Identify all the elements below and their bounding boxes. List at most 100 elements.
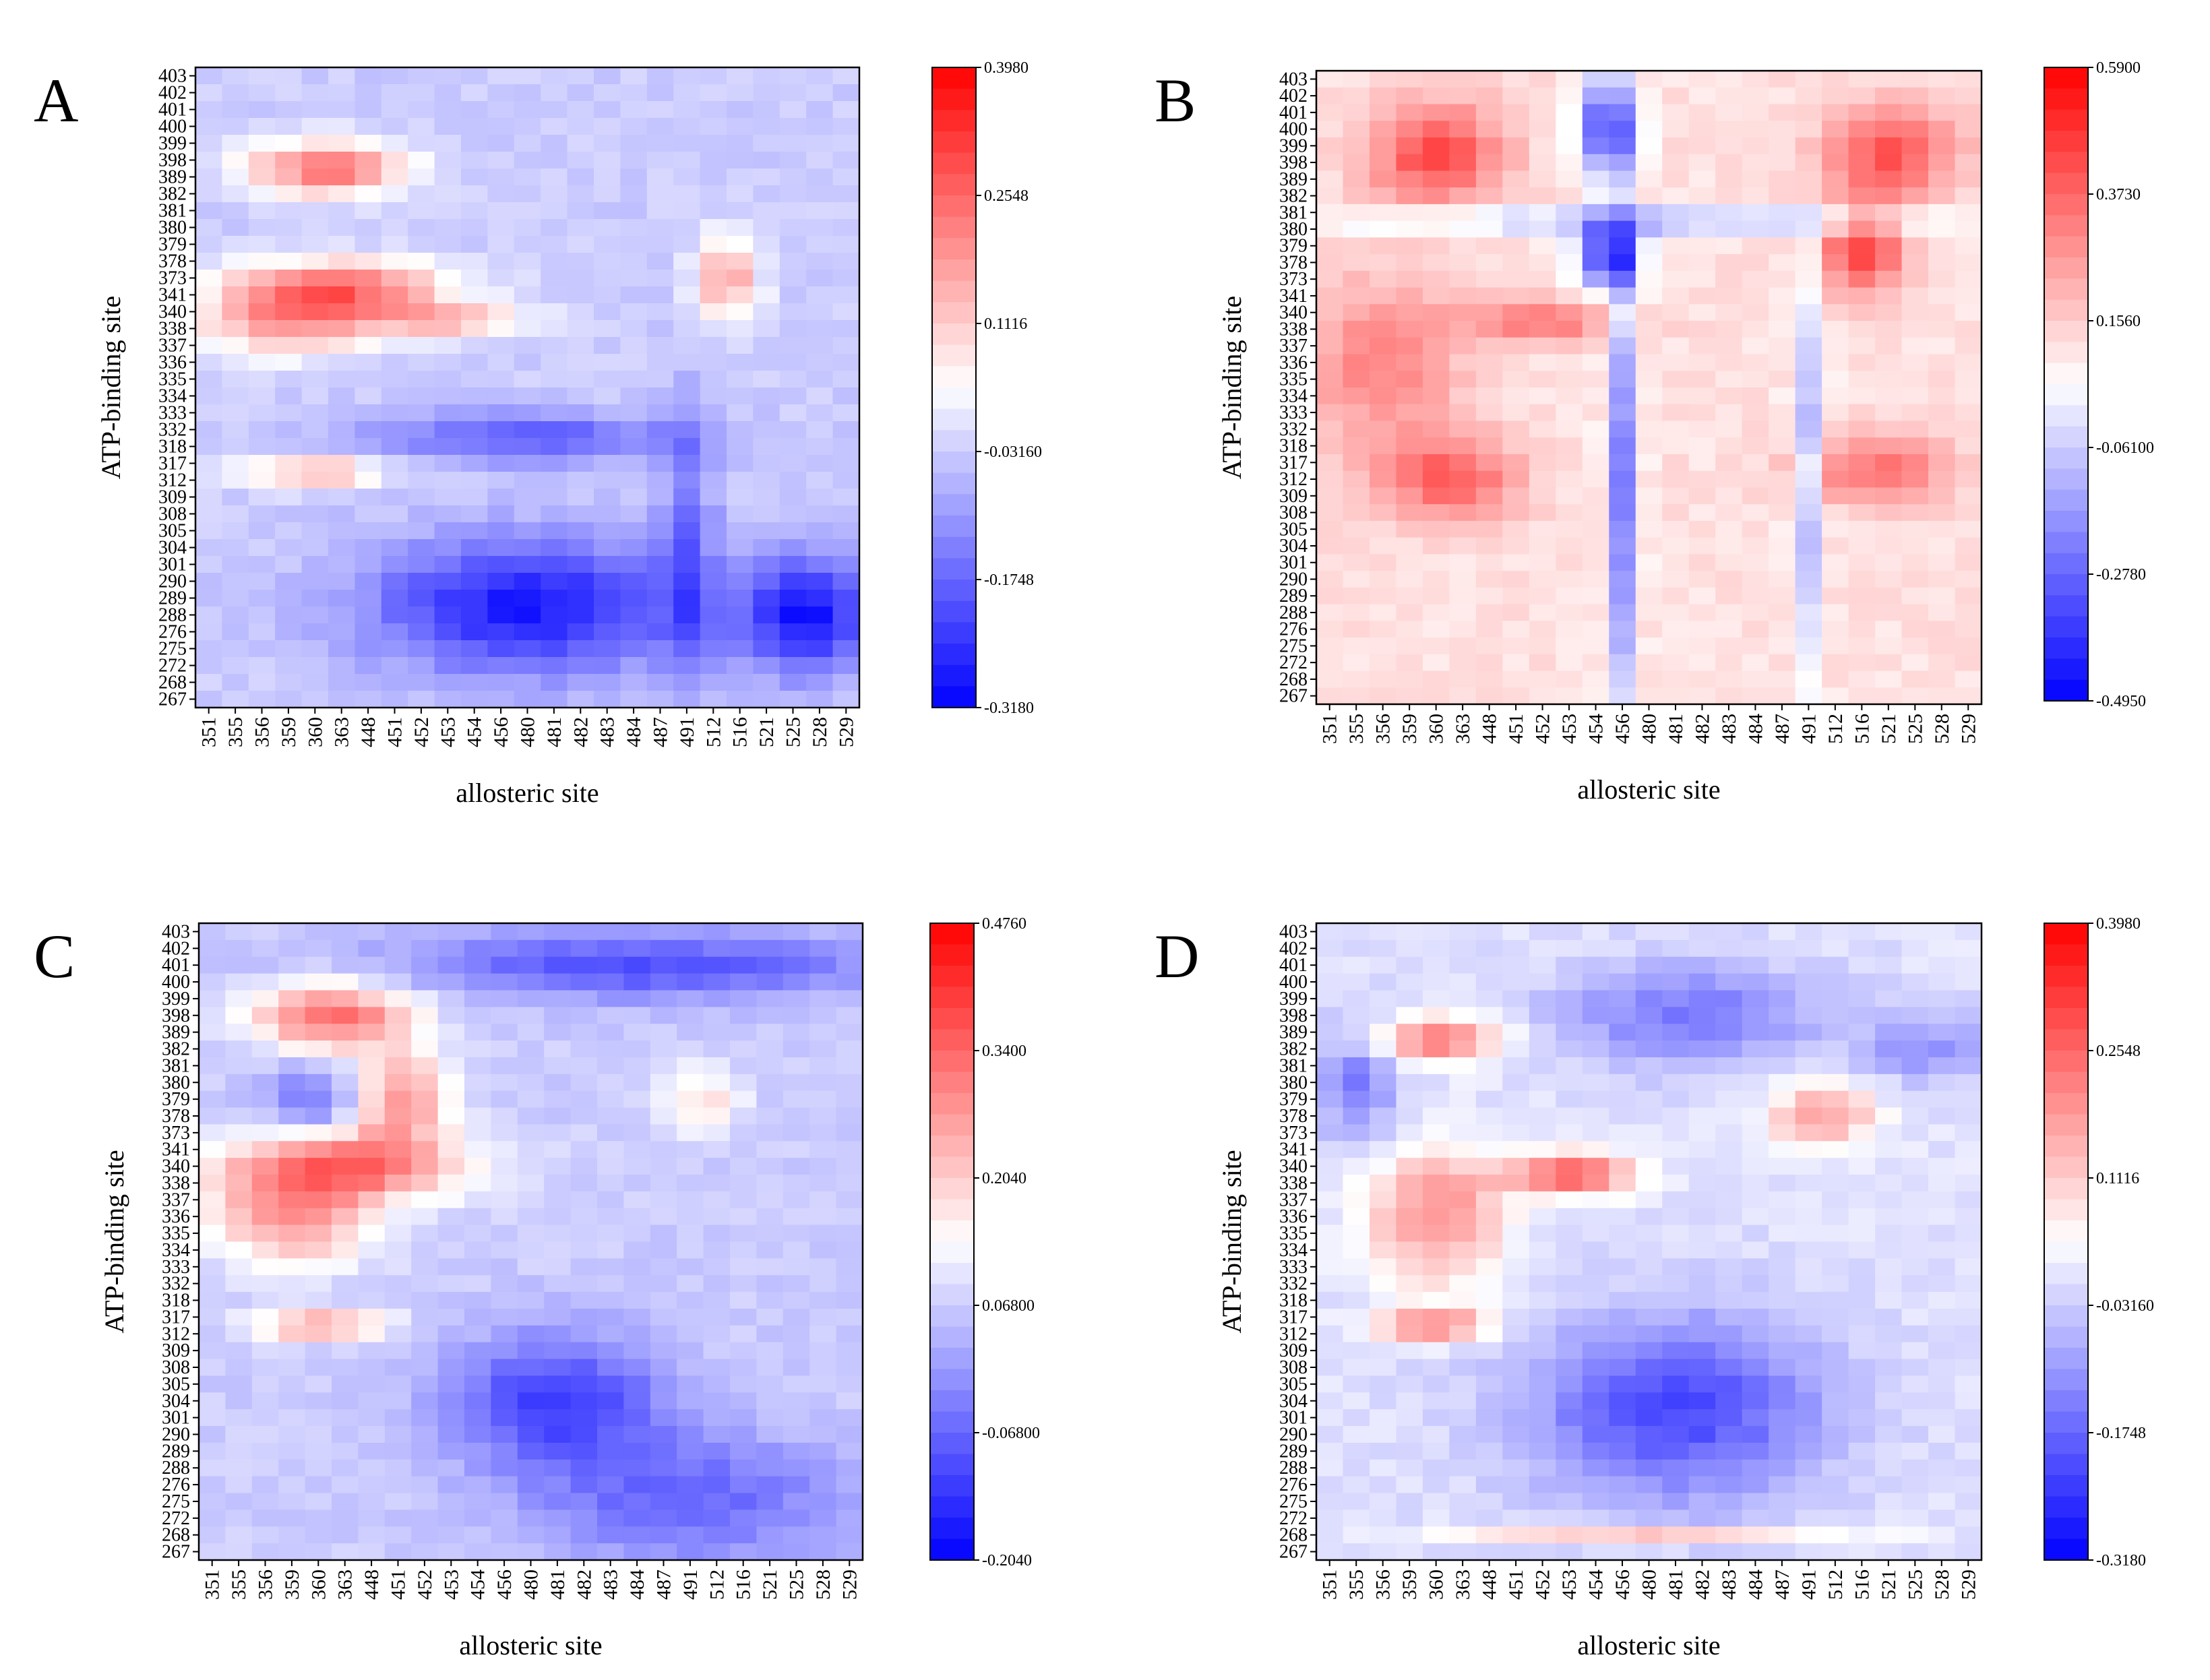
heatmap-cell: [623, 1107, 651, 1125]
heatmap-cell: [1449, 1024, 1477, 1041]
heatmap-cell: [1715, 671, 1743, 688]
heatmap-cell: [1343, 504, 1370, 522]
heatmap-cell: [1422, 254, 1450, 272]
heatmap-cell: [779, 168, 807, 186]
heatmap-cell: [381, 674, 408, 691]
colorbar-step: [932, 644, 976, 666]
heatmap-cell: [1795, 604, 1822, 621]
heatmap-cell: [225, 1476, 253, 1494]
heatmap-cell: [1556, 1493, 1583, 1510]
heatmap-cell: [836, 1493, 863, 1510]
colorbar-step: [2044, 1114, 2088, 1136]
heatmap-cell: [225, 1409, 253, 1427]
heatmap-cell: [1662, 939, 1690, 958]
heatmap-cell: [1529, 504, 1556, 522]
heatmap-cell: [1396, 1040, 1423, 1058]
heatmap-cell: [491, 1040, 518, 1058]
colorbar-step: [2044, 511, 2088, 532]
heatmap-cell: [1502, 1510, 1530, 1527]
heatmap-cell: [703, 1526, 731, 1544]
heatmap-cell: [514, 556, 541, 573]
heatmap-cell: [1449, 204, 1477, 222]
heatmap-cell: [464, 1308, 491, 1326]
heatmap-cell: [809, 1342, 837, 1360]
heatmap-cell: [1343, 1543, 1370, 1561]
heatmap-cell: [1422, 1191, 1450, 1209]
heatmap-cell: [541, 590, 568, 607]
heatmap-cell: [491, 1325, 518, 1343]
heatmap-cell: [1556, 1191, 1583, 1209]
heatmap-cell: [673, 522, 701, 540]
heatmap-cell: [1316, 1476, 1344, 1494]
heatmap-cell: [328, 118, 355, 135]
y-tick-label: 381: [1279, 202, 1308, 223]
heatmap-cell: [1582, 504, 1609, 522]
heatmap-cell: [491, 1124, 518, 1142]
heatmap-cell: [1609, 1007, 1636, 1024]
heatmap-cell: [1928, 621, 1956, 638]
heatmap-cell: [756, 973, 784, 991]
heatmap-cell: [434, 590, 462, 607]
heatmap-cell: [1396, 1275, 1423, 1293]
heatmap-cell: [703, 1308, 731, 1326]
heatmap-cell: [1795, 170, 1822, 188]
heatmap-cell: [461, 590, 488, 607]
heatmap-cell: [1795, 1074, 1822, 1092]
heatmap-cell: [328, 573, 355, 590]
heatmap-cell: [1529, 1107, 1556, 1125]
heatmap-cell: [1955, 220, 1982, 238]
heatmap-cell: [1449, 1510, 1477, 1527]
heatmap-cell: [1662, 187, 1690, 205]
x-tick-label: 359: [281, 1569, 303, 1600]
heatmap-cell: [1609, 1258, 1636, 1276]
heatmap-cell: [355, 489, 382, 506]
heatmap-cell: [753, 168, 780, 186]
heatmap-cell: [355, 286, 382, 304]
heatmap-cell: [700, 101, 727, 119]
heatmap-cell: [1396, 1124, 1423, 1142]
heatmap-cell: [677, 1158, 704, 1175]
heatmap-cell: [1556, 1543, 1583, 1561]
heatmap-cell: [384, 1090, 412, 1109]
heatmap-cell: [703, 1040, 731, 1058]
heatmap-cell: [1609, 237, 1636, 255]
heatmap-cell: [251, 1141, 279, 1158]
y-tick-label: 334: [1279, 385, 1308, 406]
heatmap-cell: [384, 1476, 412, 1494]
heatmap-cell: [782, 1409, 810, 1427]
heatmap-cell: [461, 270, 488, 287]
heatmap-cell: [727, 691, 754, 708]
heatmap-cell: [464, 1442, 491, 1460]
heatmap-cell: [1582, 137, 1609, 155]
heatmap-cell: [328, 152, 355, 169]
heatmap-cell: [517, 1526, 545, 1544]
y-tick-label: 334: [158, 386, 187, 407]
heatmap-cell: [1928, 220, 1956, 238]
heatmap-cell: [517, 1375, 545, 1393]
heatmap-cell: [1316, 187, 1344, 205]
heatmap-cell: [1769, 87, 1796, 105]
heatmap-cell: [1715, 1124, 1743, 1142]
heatmap-cell: [251, 1426, 279, 1443]
heatmap-cell: [703, 923, 731, 941]
heatmap-cell: [358, 939, 386, 958]
heatmap-cell: [594, 438, 621, 456]
heatmap-cell: [567, 674, 594, 691]
heatmap-cell: [1635, 371, 1663, 388]
colorbar-tick-label: -0.2040: [982, 1552, 1032, 1569]
y-tick-label: 276: [158, 622, 187, 643]
heatmap-cell: [673, 118, 701, 135]
heatmap-cell: [1449, 687, 1477, 705]
heatmap-cell: [358, 1275, 386, 1293]
heatmap-cell: [514, 623, 541, 641]
heatmap-cell: [806, 590, 834, 607]
heatmap-cell: [411, 1426, 439, 1443]
heatmap-cell: [1475, 1342, 1503, 1360]
heatmap-cell: [650, 990, 677, 1007]
heatmap-cell: [461, 202, 488, 220]
y-tick-label: 380: [1279, 1072, 1308, 1093]
heatmap-cell: [650, 1074, 677, 1092]
heatmap-cell: [1609, 170, 1636, 188]
heatmap-cell: [1635, 1241, 1663, 1259]
heatmap-cell: [251, 1158, 279, 1175]
